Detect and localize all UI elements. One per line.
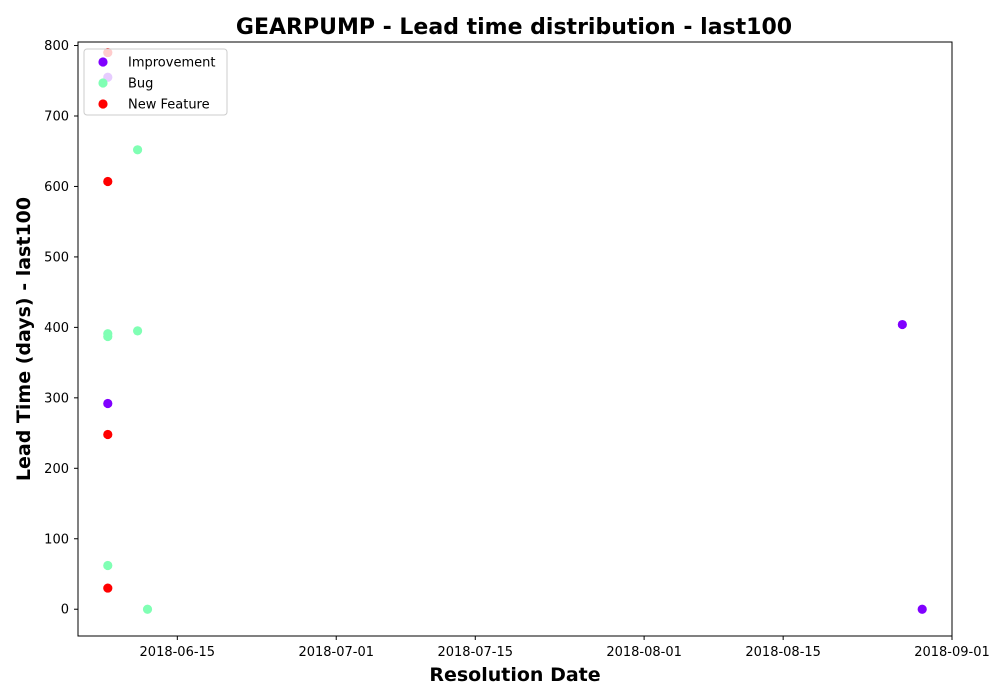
data-point-new-feature [103,583,113,593]
legend-entries: Improvement Bug New Feature [98,56,215,113]
chart-title: GEARPUMP - Lead time distribution - last… [236,15,792,40]
data-point-improvement [103,398,113,409]
legend-marker [98,57,108,67]
legend-marker [98,78,108,88]
x-tick-label: 2018-06-15 [140,645,216,660]
data-point-bug [103,560,113,571]
x-tick-label: 2018-09-01 [914,645,990,660]
data-point-bug [103,331,113,342]
y-tick-label: 200 [44,462,69,477]
y-tick-label: 300 [44,391,69,406]
x-tick-label: 2018-08-01 [606,645,682,660]
data-point-bug [132,145,143,155]
y-tick-label: 100 [44,532,69,547]
data-point-bug [132,326,143,336]
x-tick-label: 2018-07-01 [298,645,374,660]
legend-label: Bug [128,77,153,92]
x-axis-ticks: 2018-06-15 2018-07-01 2018-07-15 2018-08-01… [140,636,990,660]
y-axis-label: Lead Time (days) - last100 [13,197,35,481]
y-tick-label: 700 [44,109,69,124]
x-axis-label: Resolution Date [429,664,600,686]
plot-area-frame [77,41,953,637]
data-point-improvement [897,319,907,330]
y-tick-label: 400 [44,321,69,336]
y-axis-ticks: 0 100 200 300 400 500 600 700 800 [44,39,78,618]
x-tick-label: 2018-08-15 [745,645,821,660]
y-tick-label: 0 [61,603,69,618]
legend-box [83,48,228,116]
legend-marker [98,99,108,109]
data-point-bug [142,604,153,614]
y-tick-label: 800 [44,39,69,54]
data-point-new-feature [103,429,113,440]
legend-label: Improvement [128,56,215,71]
data-point-improvement [917,604,927,614]
y-tick-label: 600 [44,180,69,195]
legend-label: New Feature [128,98,210,113]
y-tick-label: 500 [44,250,69,265]
data-points [103,47,927,614]
legend: Improvement Bug New Feature [83,48,228,116]
data-point-new-feature [103,176,113,187]
x-tick-label: 2018-07-15 [437,645,513,660]
